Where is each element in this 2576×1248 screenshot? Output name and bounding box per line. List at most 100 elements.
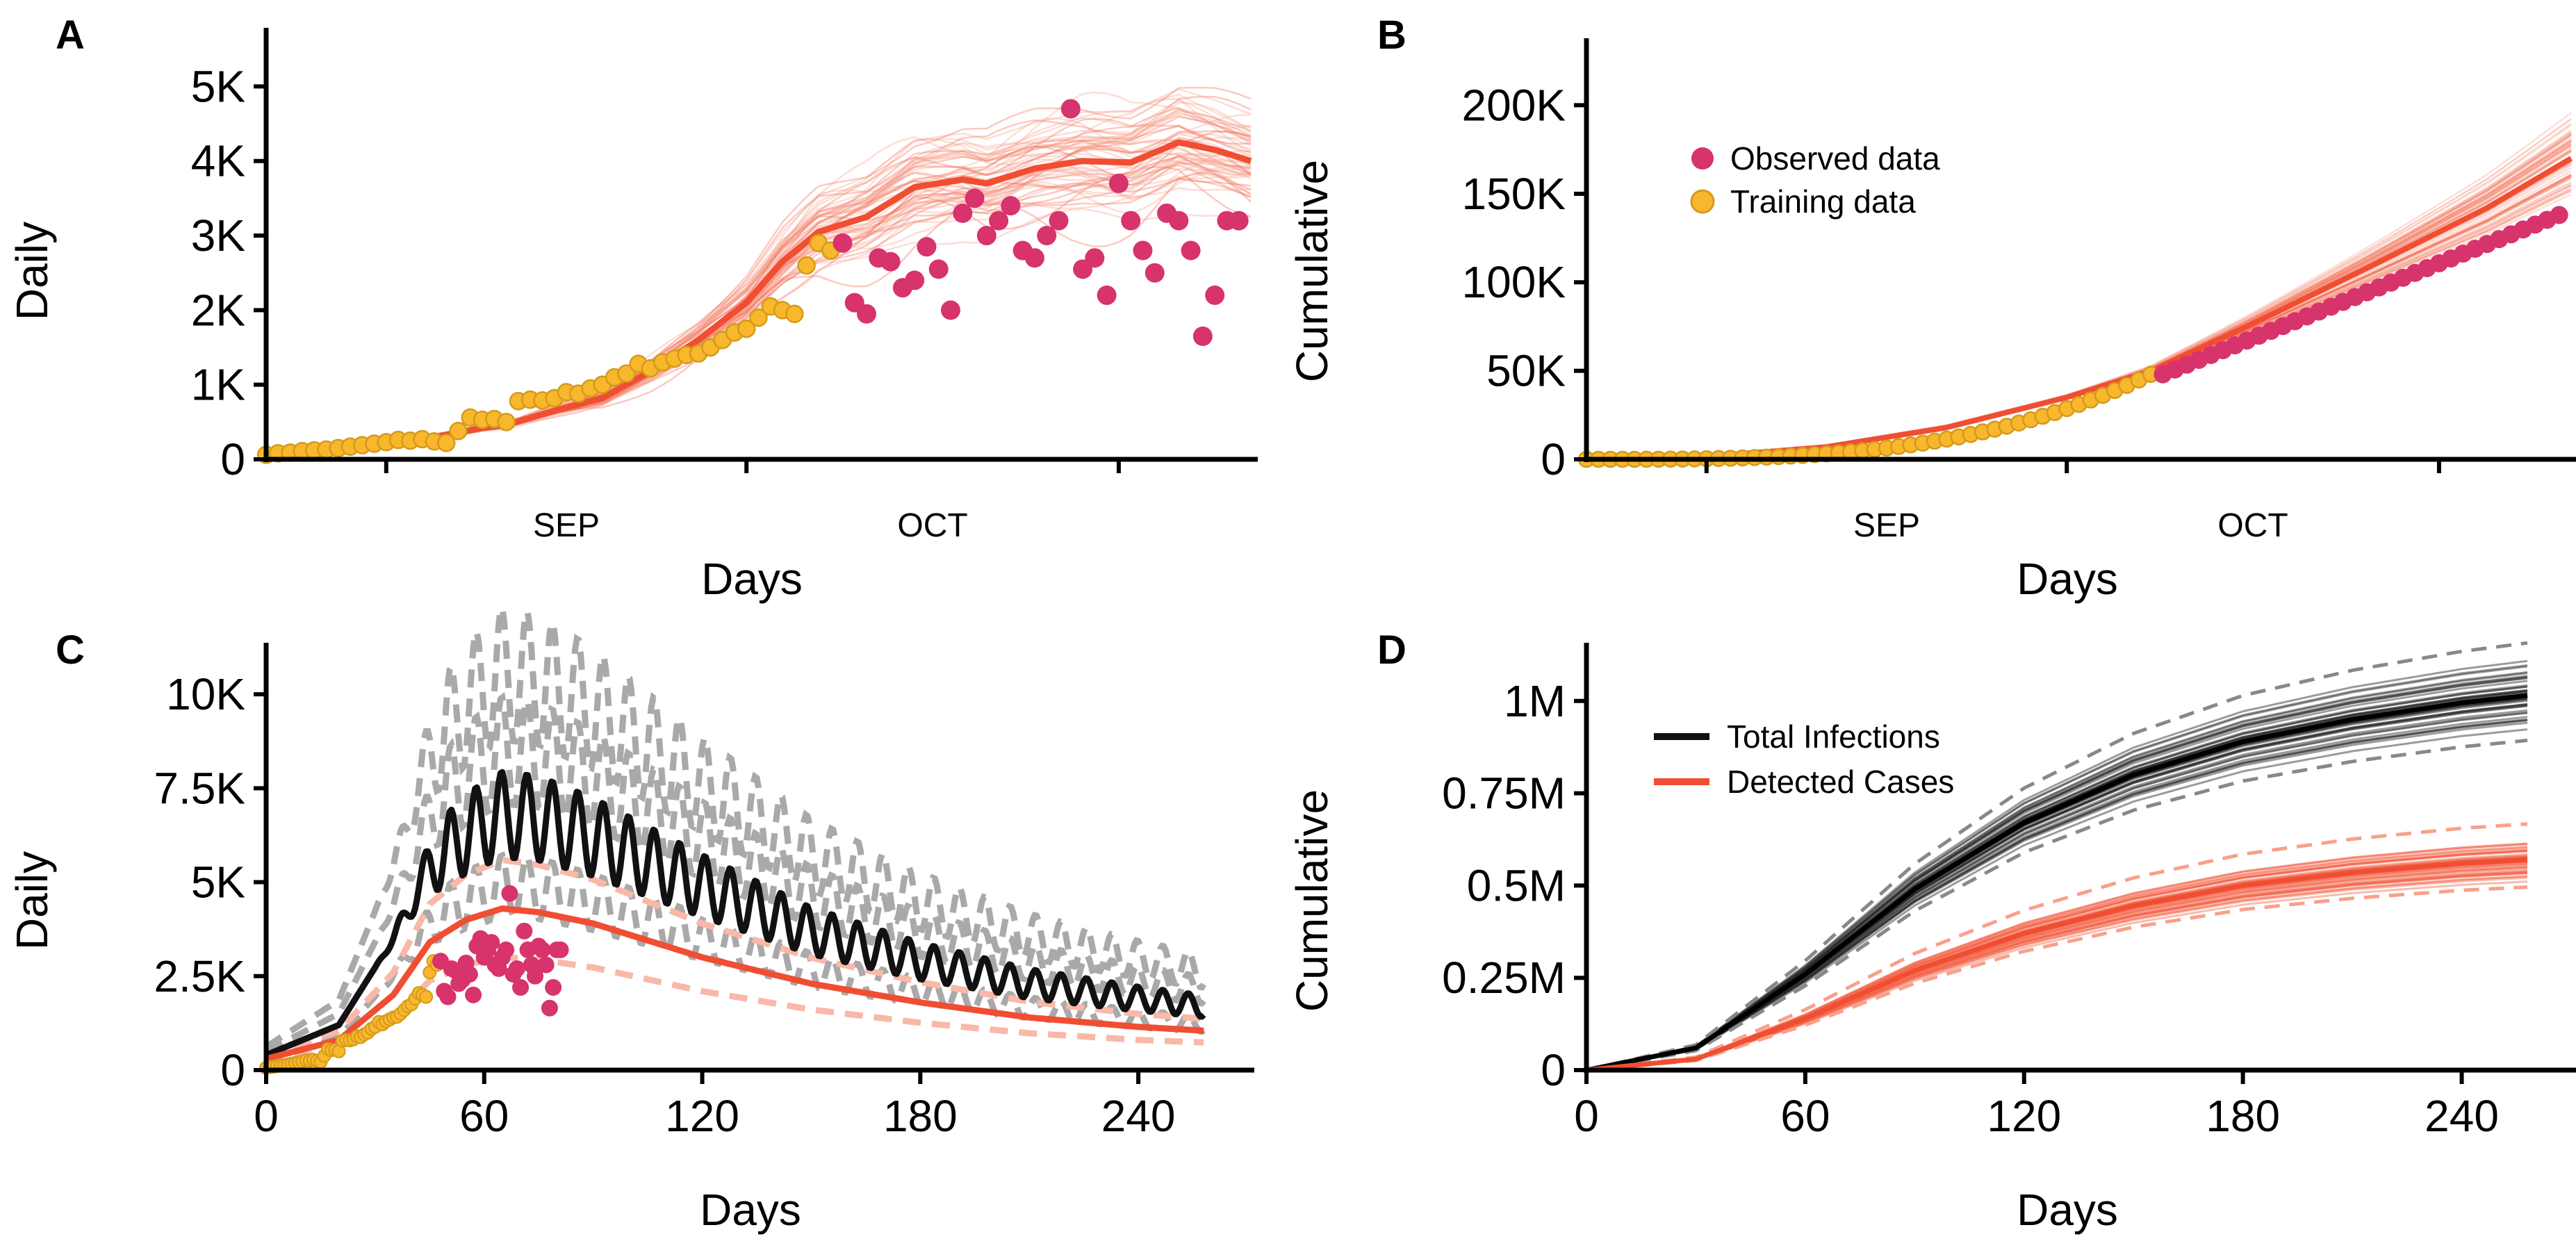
- panel-a-observed-point: [1192, 326, 1213, 346]
- panel-d-infections-ensemble-line: [1586, 665, 2528, 1072]
- panel-d-legend: Total Infections Detected Cases: [1654, 719, 1954, 800]
- panel-c-training-point: [419, 990, 434, 1004]
- panel-c-y-tick-label: 10K: [166, 669, 245, 719]
- panel-d-y-tick-label: 0: [1541, 1045, 1566, 1095]
- panel-d-infections-ensemble-line: [1586, 716, 2528, 1072]
- panel-c-x-tick-label: 0: [254, 1091, 279, 1141]
- panel-a-observed-point: [1001, 196, 1021, 216]
- panel-d-infections-envelope: [1586, 739, 2528, 1072]
- panel-a-y-tick-label: 4K: [191, 136, 245, 186]
- panel-c-observed-point: [461, 966, 478, 983]
- panel-b-plot-area: [1577, 112, 2573, 468]
- panel-a-training-point: [617, 364, 636, 383]
- panel-c-infections-envelope: [264, 602, 1207, 1050]
- panel-a-label: A: [56, 13, 85, 58]
- panel-d-infections-ensemble-line: [1586, 728, 2528, 1072]
- panel-a-observed-point: [1097, 285, 1117, 305]
- panel-b-y-label: Cumulative: [1287, 160, 1337, 382]
- panel-a-observed-point: [857, 304, 877, 324]
- panel-c-x-tick-label: 180: [883, 1091, 958, 1141]
- panel-a-training-point: [436, 434, 456, 452]
- panel-a-y-label: Daily: [7, 222, 57, 320]
- panel-c-y-tick-label: 0: [220, 1045, 245, 1095]
- panel-c-observed-point: [498, 941, 515, 958]
- panel-a-observed-point: [1060, 99, 1081, 119]
- panel-c-observed-point: [465, 986, 482, 1003]
- legend-observed-label: Observed data: [1730, 140, 1940, 176]
- panel-d-x-tick-label: 60: [1780, 1091, 1830, 1141]
- legend-infections-label: Total Infections: [1727, 719, 1940, 755]
- panel-a-month-label: OCT: [897, 507, 967, 544]
- panel-d-y-tick-label: 0.75M: [1442, 769, 1566, 819]
- panel-d-y-tick-label: 0.5M: [1467, 860, 1566, 910]
- panel-d-infections-ensemble-line: [1586, 718, 2528, 1072]
- panel-a-training-point: [749, 308, 768, 327]
- panel-c-observed-point: [541, 999, 558, 1017]
- panel-a-observed-point: [1037, 226, 1057, 246]
- panel-c-y-label: Daily: [7, 851, 57, 950]
- panel-d-infections-ensemble-line: [1586, 719, 2528, 1072]
- panel-d-infections-ensemble-line: [1586, 721, 2528, 1072]
- panel-c-observed-point: [501, 885, 518, 902]
- panel-c-label: C: [56, 627, 85, 673]
- panel-c-y-tick-label: 7.5K: [154, 763, 245, 813]
- legend-training-label: Training data: [1730, 183, 1916, 220]
- panel-c-observed-point: [508, 960, 525, 977]
- panel-c-plot-area: [259, 602, 1207, 1075]
- panel-a-observed-point: [1108, 173, 1129, 193]
- panel-a-training-point: [785, 304, 804, 323]
- panel-c-observed-point: [483, 934, 500, 951]
- panel-d-x-tick-label: 120: [1987, 1091, 2061, 1141]
- panel-c-infections-envelope: [264, 691, 1206, 1054]
- panel-d-x-tick-label: 180: [2206, 1091, 2280, 1141]
- panel-a-axes: 0 1K 2K 3K 4K 5K SEP OCT: [191, 28, 1258, 544]
- panel-c-x-tick-label: 240: [1101, 1091, 1176, 1141]
- panel-c-x-tick-label: 120: [665, 1091, 739, 1141]
- panel-d-detected-median: [1586, 857, 2528, 1073]
- panel-c-observed-point: [534, 941, 551, 958]
- panel-a-training-point: [497, 413, 516, 432]
- panel-c-observed-point: [526, 967, 543, 985]
- panel-a-observed-point: [1169, 211, 1189, 231]
- panel-a-observed-point: [1049, 211, 1069, 231]
- panel-a-training-point: [737, 319, 756, 338]
- panel-b-y-tick-label: 100K: [1462, 257, 1566, 307]
- panel-a: A 0 1K 2K 3K 4K 5K SEP OCT Daily Days: [7, 13, 1258, 604]
- panel-d-y-tick-label: 1M: [1504, 676, 1566, 726]
- panel-b-month-label: SEP: [1853, 507, 1920, 544]
- panel-d-axes: 0 0.25M 0.5M 0.75M 1M 0 60 120 180 240: [1442, 643, 2576, 1141]
- panel-c-observed-point: [552, 941, 569, 958]
- panel-b-y-tick-label: 200K: [1462, 80, 1566, 130]
- panel-a-observed-point: [1205, 285, 1225, 305]
- legend-training-marker: [1690, 189, 1715, 214]
- panel-d-x-tick-label: 0: [1574, 1091, 1599, 1141]
- panel-a-observed-point: [1229, 211, 1249, 231]
- panel-a-plot-area: [256, 86, 1252, 464]
- panel-c-observed-point: [512, 979, 530, 996]
- panel-b-y-tick-label: 50K: [1486, 346, 1566, 396]
- panel-c-detected-line: [265, 905, 1204, 1062]
- panel-b-label: B: [1377, 13, 1406, 58]
- panel-a-observed-point: [1024, 248, 1044, 268]
- panel-d-infections-ensemble-line: [1586, 672, 2528, 1072]
- panel-c-observed-point: [545, 979, 562, 996]
- panel-a-observed-point: [965, 188, 985, 208]
- panel-c-observed-point: [537, 956, 555, 974]
- panel-c-observed-point: [516, 922, 533, 939]
- panel-b-axes: 0 50K 100K 150K 200K SEP OCT: [1462, 38, 2576, 544]
- panel-a-observed-point: [989, 211, 1009, 231]
- panel-d-infections-ensemble-line: [1586, 664, 2528, 1072]
- panel-a-observed-point: [1133, 240, 1153, 261]
- panel-d-detected-envelope: [1586, 885, 2528, 1072]
- panel-d-detected-envelope: [1586, 822, 2528, 1072]
- panel-a-training-point: [449, 421, 468, 441]
- panel-d-y-label: Cumulative: [1287, 789, 1337, 1012]
- panel-c-axes: 0 2.5K 5K 7.5K 10K 0 60 120 180 240: [154, 643, 1254, 1141]
- panel-d-label: D: [1377, 627, 1406, 673]
- panel-a-observed-point: [1145, 263, 1165, 283]
- panel-a-observed-point: [1121, 211, 1141, 231]
- legend-observed-marker: [1691, 147, 1714, 170]
- panel-d-infections-ensemble-line: [1586, 671, 2528, 1072]
- panel-a-y-tick-label: 0: [220, 434, 245, 484]
